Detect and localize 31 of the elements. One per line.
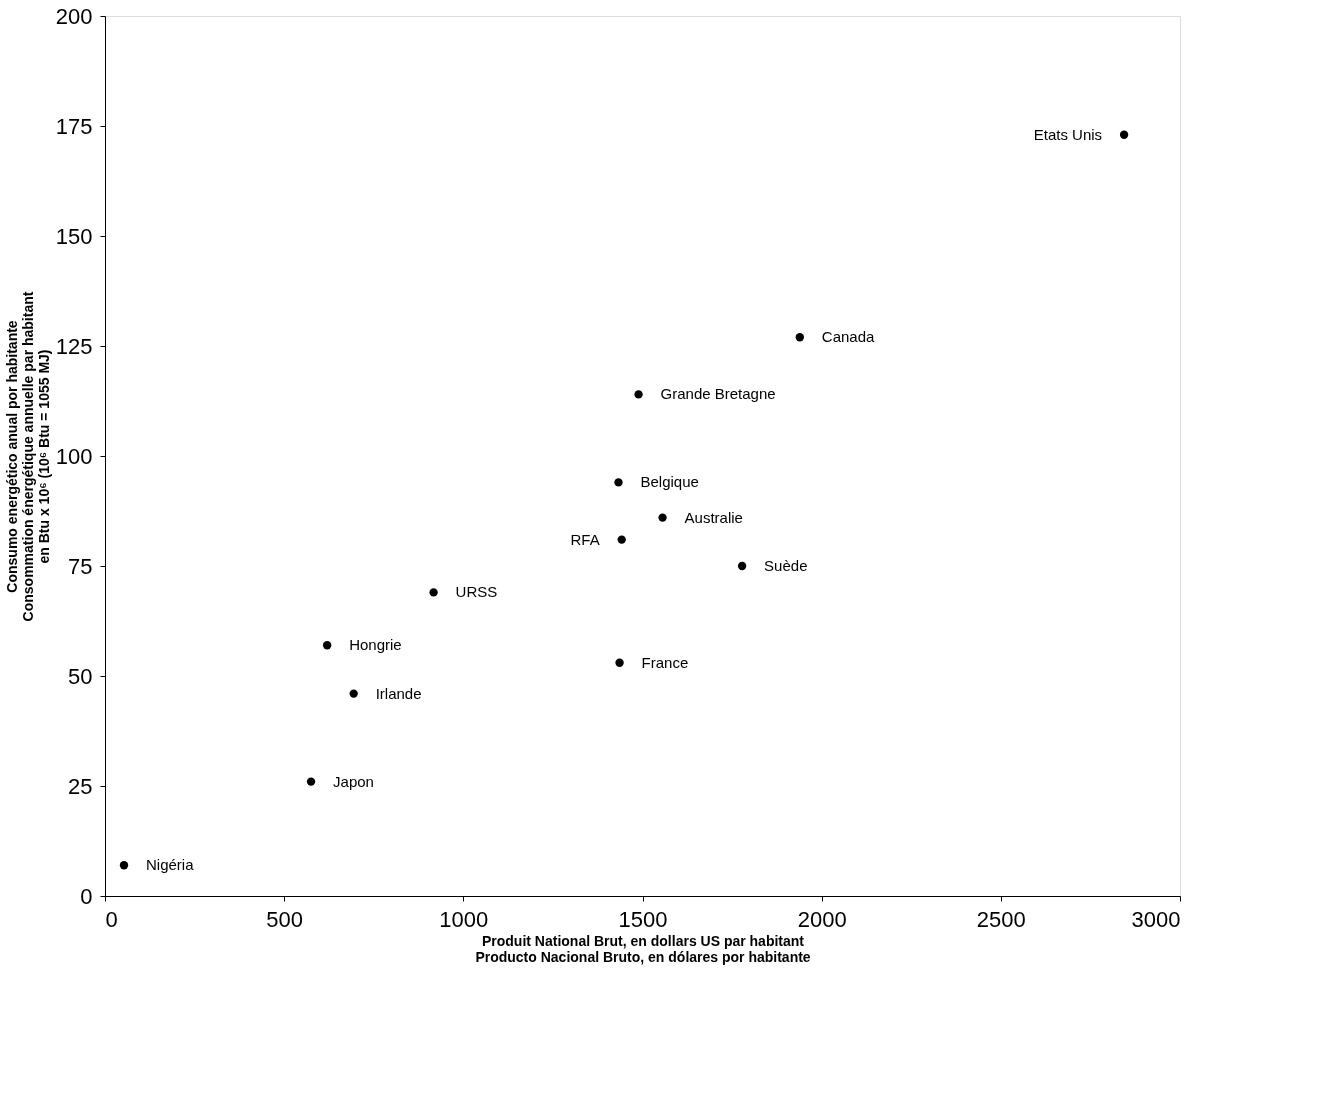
annotation: Nigéria bbox=[145, 856, 195, 874]
annotation: Canada bbox=[821, 328, 876, 346]
annotation: Belgique bbox=[640, 473, 699, 491]
x-tick-label: 1000 bbox=[439, 906, 489, 932]
y-tick-label: 150 bbox=[55, 223, 93, 249]
x-tick-label: 2000 bbox=[797, 906, 847, 932]
annotation: Australie bbox=[684, 508, 743, 526]
annotation: Hongrie bbox=[349, 636, 402, 654]
y-tick-label: 50 bbox=[68, 663, 93, 689]
annotation: RFA bbox=[570, 530, 600, 548]
annotation: Suède bbox=[764, 557, 808, 574]
x-axis-title: Produit National Brut, en dollars US par habitant Producto Nacional Bruto, en dólares por habitante bbox=[475, 932, 811, 965]
x-tick-label: 3000 bbox=[1131, 906, 1181, 932]
x-tick-label: 2500 bbox=[976, 906, 1026, 932]
y-tick-label: 200 bbox=[55, 3, 93, 29]
annotation: Grande Bretagne bbox=[660, 385, 776, 403]
annotation: Etats Unis bbox=[1033, 125, 1103, 143]
y-tick-label: 25 bbox=[68, 773, 93, 799]
y-tick-label: 100 bbox=[55, 443, 93, 469]
x-tick-label: 500 bbox=[266, 906, 304, 932]
x-tick-label: 1500 bbox=[618, 906, 668, 932]
x-tick-label: 0 bbox=[105, 906, 118, 932]
y-tick-label: 75 bbox=[68, 553, 93, 579]
annotation: URSS bbox=[455, 583, 498, 601]
y-tick-label: 0 bbox=[80, 883, 93, 909]
annotation: Japon bbox=[333, 772, 374, 790]
y-axis-title: Consumo energético anual por habitante Consommation énergétique annuelle par habitant en Btu x 10⁶ (10⁶ Btu = 1055 MJ) bbox=[3, 291, 52, 622]
annotation: France bbox=[641, 653, 689, 671]
y-tick-label: 125 bbox=[55, 333, 93, 359]
y-tick-label: 175 bbox=[55, 113, 93, 139]
annotation: Irlande bbox=[375, 684, 422, 702]
